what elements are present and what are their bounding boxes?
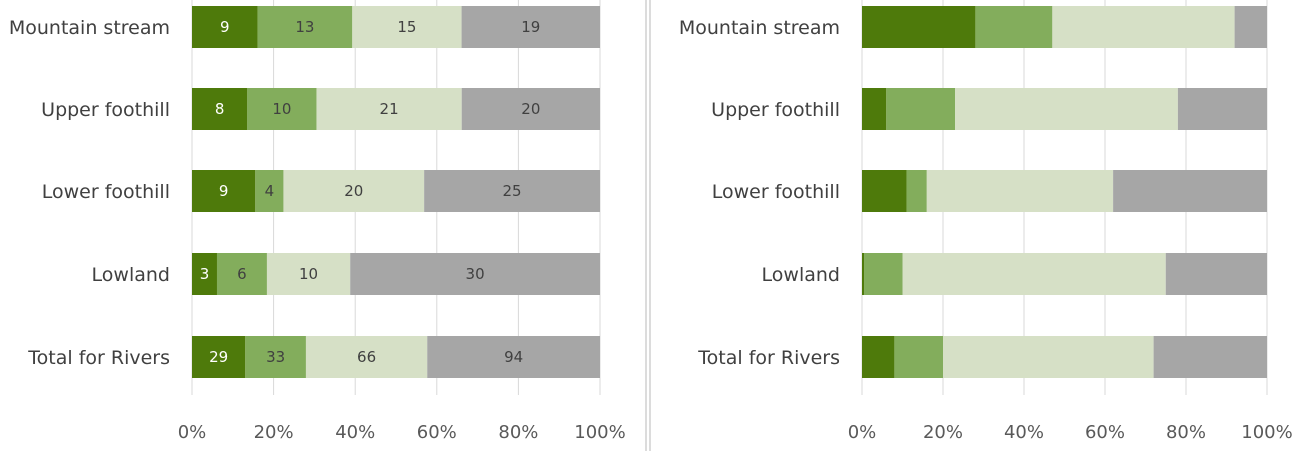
bar-segment [350, 253, 600, 295]
data-label: 30 [466, 265, 485, 283]
bar-segment [906, 170, 927, 212]
data-label: 9 [220, 18, 230, 36]
bar-segment [1234, 6, 1267, 48]
category-label: Total for Rivers [697, 347, 840, 369]
bar-segment [1165, 253, 1267, 295]
category-label: Upper foothill [41, 99, 170, 121]
category-label: Mountain stream [9, 17, 170, 39]
bar-segment [352, 6, 462, 48]
bar-segment [192, 253, 217, 295]
data-label: 4 [265, 182, 275, 200]
bar-segment [247, 88, 317, 130]
category-label: Mountain stream [679, 17, 840, 39]
data-label: 8 [215, 100, 225, 118]
bar-segment [305, 336, 428, 378]
data-label: 13 [295, 18, 314, 36]
right-chart-panel: 0% 20% 40% 60% 80% 100% Mountain stream Upper f… [679, 0, 1293, 443]
bar-segment [1052, 6, 1235, 48]
data-label: 21 [380, 100, 399, 118]
bar-segment [894, 336, 943, 378]
bar-segment [1113, 170, 1267, 212]
data-label: 3 [200, 265, 210, 283]
x-tick-label: 40% [335, 422, 375, 443]
data-label: 20 [344, 182, 363, 200]
bar-segment [255, 170, 284, 212]
bar-segment [955, 88, 1178, 130]
x-tick-label: 40% [1004, 422, 1044, 443]
bar-segment [1177, 88, 1267, 130]
bar-segment [316, 88, 462, 130]
category-label: Lower foothill [712, 181, 840, 203]
data-label: 19 [521, 18, 540, 36]
x-tick-label: 60% [1085, 422, 1125, 443]
bar-segment [926, 170, 1114, 212]
bar-segment [427, 336, 600, 378]
category-label: Lower foothill [42, 181, 170, 203]
bar-segment [245, 336, 306, 378]
bar-segment [266, 253, 351, 295]
category-label: Lowland [762, 264, 840, 286]
bar-segment [862, 88, 887, 130]
data-label: 20 [521, 100, 540, 118]
category-label: Total for Rivers [27, 347, 170, 369]
data-label: 29 [209, 348, 228, 366]
x-tick-label: 100% [1241, 422, 1292, 443]
bar-segment [864, 253, 903, 295]
x-tick-label: 100% [574, 422, 625, 443]
bar-segment [192, 336, 246, 378]
bar-segment [216, 253, 267, 295]
bar-segment [862, 6, 976, 48]
bar-segment [461, 88, 600, 130]
data-label: 10 [299, 265, 318, 283]
bar-segment [192, 6, 258, 48]
data-label: 25 [503, 182, 522, 200]
x-tick-label: 80% [1166, 422, 1206, 443]
bar-segment [257, 6, 353, 48]
data-label: 66 [357, 348, 376, 366]
bar-segment [192, 170, 256, 212]
category-label: Upper foothill [711, 99, 840, 121]
data-label: 15 [397, 18, 416, 36]
x-tick-label: 0% [848, 422, 877, 443]
data-label: 6 [237, 265, 247, 283]
bar-segment [862, 336, 895, 378]
bar-segment [943, 336, 1154, 378]
left-chart-panel: 0% 20% 40% 60% 80% 100% 9 13 15 19 Mountain stream… [9, 0, 626, 443]
x-tick-label: 60% [417, 422, 457, 443]
bar-segment [902, 253, 1166, 295]
data-label: 94 [504, 348, 523, 366]
bar-segment [862, 170, 907, 212]
bar-segment [461, 6, 600, 48]
x-tick-label: 0% [178, 422, 207, 443]
bar-segment [886, 88, 956, 130]
bar-segment [283, 170, 425, 212]
data-label: 10 [272, 100, 291, 118]
bar-segment [975, 6, 1053, 48]
bar-segment [1153, 336, 1267, 378]
x-tick-label: 20% [254, 422, 294, 443]
data-label: 33 [266, 348, 285, 366]
bar-segment [424, 170, 600, 212]
x-tick-label: 80% [498, 422, 538, 443]
category-label: Lowland [92, 264, 170, 286]
data-label: 9 [219, 182, 229, 200]
bar-segment [192, 88, 248, 130]
x-tick-label: 20% [923, 422, 963, 443]
bar-segment [862, 253, 865, 295]
